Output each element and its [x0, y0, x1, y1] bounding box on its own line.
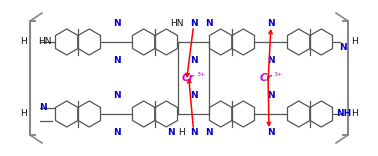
Text: N: N: [113, 91, 120, 100]
Text: N: N: [204, 19, 212, 28]
Text: N: N: [190, 19, 197, 28]
Text: 3+: 3+: [197, 73, 206, 78]
Text: HN: HN: [38, 37, 51, 46]
Text: N: N: [267, 56, 275, 65]
Text: N: N: [267, 128, 275, 137]
Text: NH: NH: [336, 110, 352, 119]
Text: N: N: [267, 19, 275, 28]
Text: Cr: Cr: [182, 73, 195, 83]
Text: H: H: [351, 37, 358, 46]
Text: N: N: [190, 128, 197, 137]
Text: N: N: [113, 56, 120, 65]
Text: H: H: [178, 128, 185, 137]
Text: N: N: [190, 91, 197, 100]
Text: Cr: Cr: [260, 73, 273, 83]
Text: N: N: [167, 128, 175, 137]
Text: H: H: [351, 110, 358, 119]
Text: N: N: [39, 103, 46, 112]
Text: N: N: [267, 91, 275, 100]
Text: N: N: [190, 56, 197, 65]
Text: N: N: [204, 128, 212, 137]
Text: H: H: [20, 110, 27, 119]
Text: N: N: [113, 128, 120, 137]
Text: H: H: [20, 37, 27, 46]
Text: HN: HN: [170, 19, 183, 28]
Text: N: N: [339, 43, 347, 52]
Text: 3+: 3+: [274, 73, 283, 78]
Text: N: N: [113, 19, 120, 28]
